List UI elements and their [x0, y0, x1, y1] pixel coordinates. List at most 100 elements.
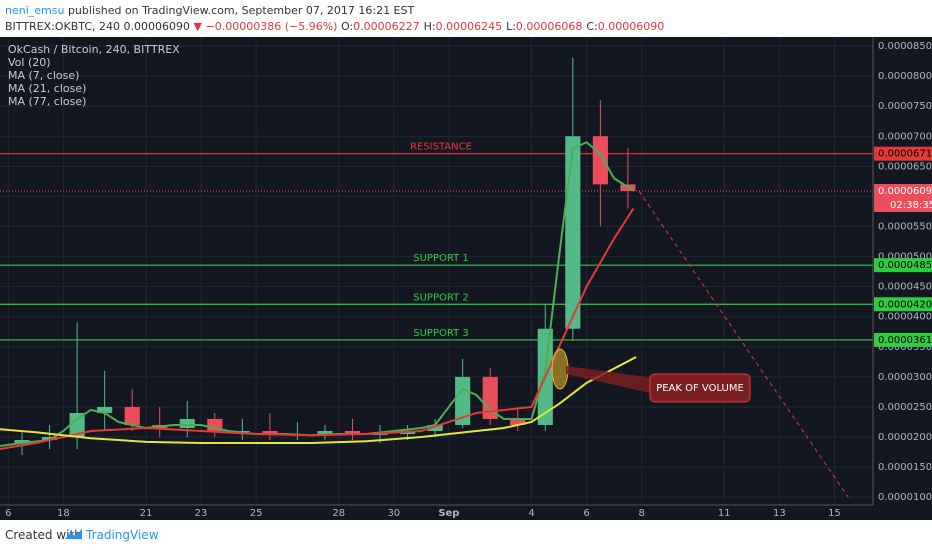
arrow: ▼: [193, 20, 202, 33]
x-tick-label: 18: [57, 508, 70, 519]
ohlc-key: C:: [586, 20, 598, 33]
symbol: BITTREX:OKBTC, 240: [5, 20, 121, 33]
ohlc: O:0.00006227 H:0.00006245 L:0.00006068 C:0.…: [341, 20, 668, 33]
x-tick-label: 13: [773, 508, 786, 519]
x-tick-label: 25: [250, 508, 263, 519]
x-tick-label: 28: [332, 508, 345, 519]
candle-body: [510, 418, 526, 425]
ma-line: [0, 207, 635, 451]
level-label: SUPPORT 3: [413, 328, 468, 339]
x-tick-label: 4: [528, 508, 534, 519]
x-tick-label: 8: [638, 508, 644, 519]
countdown: 02:38:35: [890, 200, 932, 211]
candle-body: [427, 424, 443, 432]
logo-icon: [65, 529, 82, 539]
projection-line: [638, 190, 849, 498]
candle-body: [262, 431, 278, 435]
candle-body: [565, 136, 581, 329]
x-tick-label: 23: [195, 508, 208, 519]
level-price-box: [874, 258, 932, 273]
candle-body: [41, 437, 58, 441]
change: −0.00000386 (−5.96%): [205, 20, 338, 33]
y-tick-label: 0.00008500: [878, 41, 932, 52]
x-tick-label: 6: [5, 508, 11, 519]
price: 0.00006090: [123, 20, 191, 33]
legend-entry: Vol (20): [8, 56, 51, 69]
published: published on TradingView.com, September …: [67, 4, 415, 17]
candle-body: [69, 412, 85, 438]
level-price-box: [874, 332, 932, 347]
callout-box: [649, 373, 751, 403]
annotation: PEAK OF VOLUME: [656, 383, 744, 394]
brand[interactable]: TradingView: [86, 528, 159, 542]
chart: RESISTANCE SUPPORT 1 SUPPORT 2 SUPPORT 3 0.…: [0, 37, 932, 520]
chart-background: [0, 37, 932, 520]
candle-body: [14, 440, 30, 444]
candle-body: [592, 136, 608, 185]
ohlc-value: 0.00006068: [515, 20, 583, 33]
header: neni_emsu published on TradingView.com, …: [0, 0, 932, 37]
level-price-label: 0.00003614: [878, 335, 932, 346]
volume-highlight: [551, 348, 569, 390]
ticker-line: BITTREX:OKBTC, 240 0.00006090 ▼ −0.00000…: [5, 20, 668, 33]
legend-entry: MA (7, close): [8, 69, 79, 82]
level-label: RESISTANCE: [410, 142, 472, 153]
x-tick-label: 11: [718, 508, 731, 519]
x-tick-label: 21: [140, 508, 153, 519]
candle-body: [344, 431, 361, 435]
candle-body: [179, 418, 195, 429]
ohlc-value: 0.00006227: [353, 20, 420, 33]
legend-entry: MA (77, close): [8, 95, 86, 108]
chart-title: OkCash / Bitcoin, 240, BITTREX: [8, 43, 180, 56]
level-price-box: [874, 297, 932, 312]
level-label: SUPPORT 1: [413, 253, 468, 264]
candle-body: [97, 406, 113, 413]
candle-body: [455, 376, 471, 425]
author[interactable]: neni_emsu: [5, 4, 65, 17]
footer: Created with TradingView: [0, 520, 932, 550]
x-tick-label: 30: [387, 508, 400, 519]
candle-body: [482, 376, 498, 419]
level-price-label: 0.00004857: [878, 260, 932, 271]
legend: OkCash / Bitcoin, 240, BITTREX Vol (20) …: [8, 43, 180, 108]
level-price-label: 0.00004207: [878, 299, 932, 310]
last-price-box: [874, 183, 932, 212]
candle-body: [317, 431, 333, 435]
legend-entry: MA (21, close): [8, 82, 86, 95]
publish-line: neni_emsu published on TradingView.com, …: [5, 4, 414, 17]
ohlc-key: O:: [340, 20, 354, 33]
callout-arrow: [566, 366, 655, 394]
plot: RESISTANCE SUPPORT 1 SUPPORT 2 SUPPORT 3: [0, 58, 873, 498]
x-tick-label: Sep: [438, 508, 459, 519]
level-label: SUPPORT 2: [413, 292, 468, 303]
ma-line: [0, 356, 637, 445]
candle-body: [372, 434, 388, 436]
x-tick-label: 6: [583, 508, 589, 519]
ohlc-value: 0.00006245: [435, 20, 503, 33]
ohlc-value: 0.00006090: [597, 20, 665, 33]
last-price-label: 0.00006090: [878, 186, 932, 197]
ohlc-key: H:: [423, 20, 436, 33]
level-price-box: [874, 146, 932, 161]
x-tick-label: 15: [828, 508, 841, 519]
created-with: Created with: [5, 528, 82, 542]
candle-body: [124, 406, 140, 425]
ohlc-key: L:: [506, 20, 516, 33]
